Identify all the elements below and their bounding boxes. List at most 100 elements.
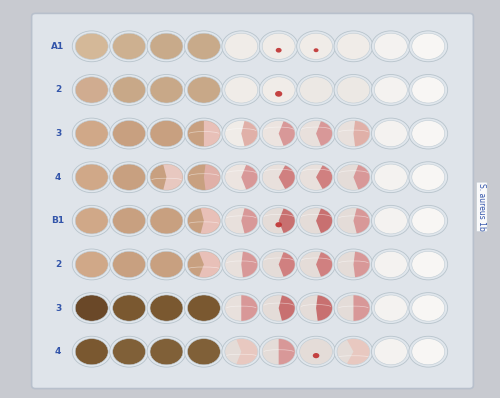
Circle shape <box>337 121 370 146</box>
Circle shape <box>147 118 186 149</box>
Circle shape <box>72 162 111 193</box>
Circle shape <box>150 77 183 103</box>
Circle shape <box>112 252 146 277</box>
Circle shape <box>262 208 295 234</box>
Wedge shape <box>347 339 370 365</box>
Circle shape <box>409 74 448 105</box>
Circle shape <box>412 339 444 365</box>
Circle shape <box>372 74 410 105</box>
Circle shape <box>276 48 281 53</box>
Circle shape <box>372 162 410 193</box>
Circle shape <box>374 164 408 190</box>
Text: 4: 4 <box>55 173 61 181</box>
Circle shape <box>313 353 320 358</box>
Wedge shape <box>316 252 332 277</box>
Circle shape <box>374 295 408 321</box>
Circle shape <box>188 208 220 234</box>
Circle shape <box>184 118 224 149</box>
Circle shape <box>374 252 408 277</box>
Circle shape <box>150 33 183 59</box>
Circle shape <box>260 118 298 149</box>
Circle shape <box>260 74 298 105</box>
Circle shape <box>110 74 148 105</box>
Circle shape <box>110 31 148 62</box>
Wedge shape <box>278 339 295 365</box>
FancyBboxPatch shape <box>32 14 473 388</box>
Circle shape <box>150 164 183 190</box>
Wedge shape <box>354 208 370 233</box>
Circle shape <box>300 339 332 365</box>
Circle shape <box>147 31 186 62</box>
Circle shape <box>314 48 318 52</box>
Circle shape <box>222 205 260 236</box>
Wedge shape <box>278 295 295 321</box>
Wedge shape <box>242 295 258 321</box>
Circle shape <box>296 118 336 149</box>
Wedge shape <box>354 295 370 321</box>
Circle shape <box>75 121 108 146</box>
Circle shape <box>184 336 224 367</box>
Circle shape <box>110 249 148 280</box>
Circle shape <box>296 336 336 367</box>
Circle shape <box>412 77 444 103</box>
Circle shape <box>337 33 370 59</box>
Circle shape <box>150 208 183 234</box>
Circle shape <box>222 162 260 193</box>
Wedge shape <box>164 164 182 190</box>
Circle shape <box>225 164 258 190</box>
Wedge shape <box>242 208 258 233</box>
Circle shape <box>112 295 146 321</box>
Circle shape <box>372 118 410 149</box>
Circle shape <box>334 74 373 105</box>
Wedge shape <box>242 252 258 277</box>
Circle shape <box>334 336 373 367</box>
Wedge shape <box>242 121 258 146</box>
Circle shape <box>296 162 336 193</box>
Circle shape <box>412 208 444 234</box>
Wedge shape <box>204 121 220 146</box>
Circle shape <box>75 252 108 277</box>
Circle shape <box>374 339 408 365</box>
Circle shape <box>184 162 224 193</box>
Circle shape <box>188 295 220 321</box>
Circle shape <box>300 121 332 146</box>
Circle shape <box>412 33 444 59</box>
Circle shape <box>225 208 258 234</box>
Wedge shape <box>278 209 295 233</box>
Circle shape <box>150 339 183 365</box>
Text: 3: 3 <box>55 129 61 138</box>
Circle shape <box>150 252 183 277</box>
Circle shape <box>296 249 336 280</box>
Circle shape <box>337 339 370 365</box>
Circle shape <box>337 295 370 321</box>
Circle shape <box>412 121 444 146</box>
Circle shape <box>372 205 410 236</box>
Circle shape <box>225 121 258 146</box>
Circle shape <box>150 121 183 146</box>
Wedge shape <box>354 165 370 189</box>
Circle shape <box>372 293 410 324</box>
Circle shape <box>184 249 224 280</box>
Circle shape <box>222 336 260 367</box>
Circle shape <box>188 33 220 59</box>
Wedge shape <box>354 121 370 146</box>
Circle shape <box>275 91 282 97</box>
Circle shape <box>72 249 111 280</box>
Circle shape <box>300 77 332 103</box>
Circle shape <box>334 118 373 149</box>
Circle shape <box>300 164 332 190</box>
Circle shape <box>334 162 373 193</box>
Circle shape <box>296 293 336 324</box>
Circle shape <box>188 77 220 103</box>
Text: 2: 2 <box>55 86 61 94</box>
Circle shape <box>409 336 448 367</box>
Circle shape <box>260 31 298 62</box>
Circle shape <box>412 295 444 321</box>
Wedge shape <box>242 165 258 189</box>
Circle shape <box>110 336 148 367</box>
Circle shape <box>412 252 444 277</box>
Circle shape <box>225 77 258 103</box>
Wedge shape <box>278 121 295 146</box>
Circle shape <box>262 33 295 59</box>
Circle shape <box>262 121 295 146</box>
